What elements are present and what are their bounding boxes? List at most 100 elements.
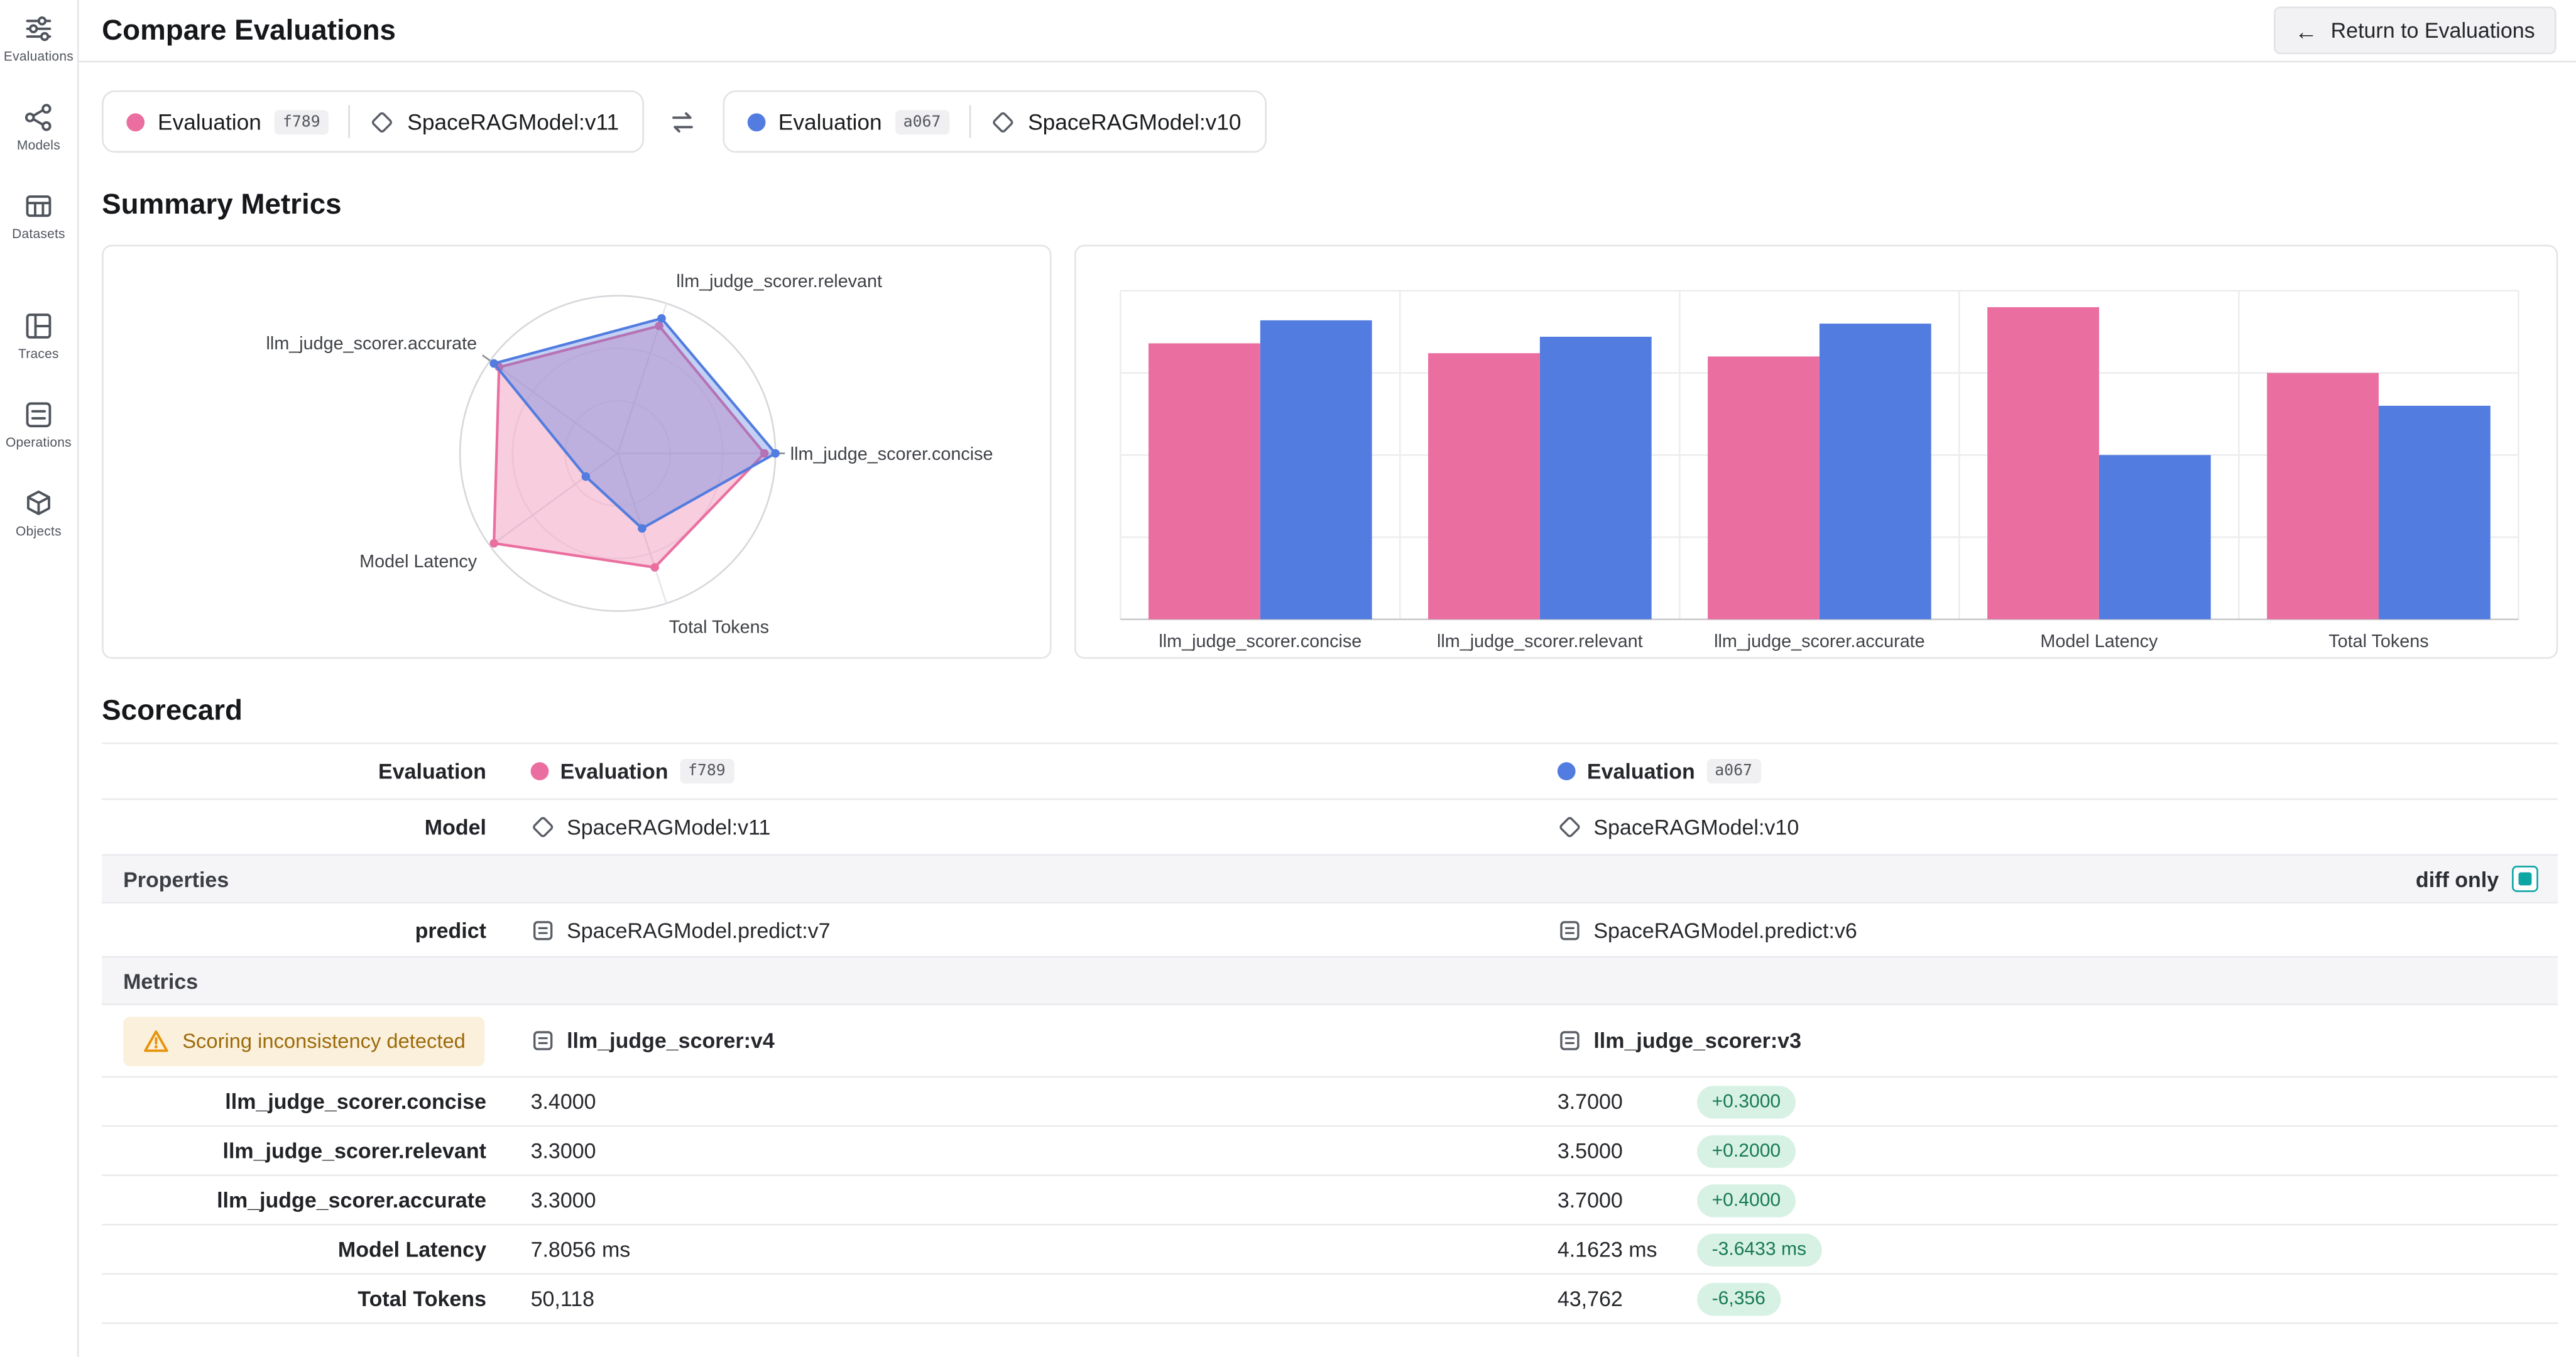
radar-point — [655, 321, 663, 330]
back-arrow-icon: ← — [2295, 17, 2318, 44]
bar-category-label: llm_judge_scorer.relevant — [1437, 631, 1643, 651]
metric-name: llm_judge_scorer.accurate — [217, 1187, 486, 1213]
scorer-ref-label[interactable]: llm_judge_scorer:v4 — [567, 1028, 775, 1054]
radar-point — [760, 449, 769, 458]
metric-value-challenger: 3.5000 — [1557, 1138, 1623, 1164]
scorecard-heading: Scorecard — [102, 693, 243, 726]
bar — [2098, 455, 2211, 619]
model-icon — [369, 109, 394, 134]
radar-axis-label: Total Tokens — [669, 617, 769, 637]
evaluation-color-dot — [126, 112, 145, 131]
metric-delta-badge: +0.4000 — [1697, 1183, 1796, 1217]
operations-icon — [23, 399, 55, 430]
evaluation-chip-baseline[interactable]: Evaluation f789 SpaceRAGModel:v11 — [102, 90, 644, 153]
scoring-warning-pill: Scoring inconsistency detected — [123, 1016, 486, 1065]
radar-point — [771, 449, 780, 458]
evaluation-name: Evaluation — [1586, 759, 1695, 784]
diff-only-control: diff only — [2415, 865, 2538, 892]
metric-delta-badge: +0.3000 — [1697, 1085, 1796, 1118]
metric-name: Total Tokens — [357, 1286, 486, 1311]
evaluation-color-dot — [747, 112, 765, 131]
radar-chart-panel: llm_judge_scorer.relevant llm_judge_score… — [102, 244, 1052, 659]
sidebar-item-objects[interactable]: Objects — [0, 488, 78, 539]
properties-label: Properties — [123, 866, 229, 891]
metric-name: llm_judge_scorer.relevant — [222, 1138, 486, 1164]
bar-category-label: Model Latency — [2040, 631, 2158, 651]
model-icon — [531, 815, 555, 839]
models-icon — [23, 102, 55, 133]
summary-metrics-heading: Summary Metrics — [102, 187, 342, 221]
evaluation-id-badge: a067 — [895, 109, 949, 134]
properties-section-header: Properties diff only — [102, 856, 2558, 904]
sidebar-item-traces[interactable]: Traces — [0, 310, 78, 361]
evaluation-name: Evaluation — [560, 759, 669, 784]
sidebar-item-label: Traces — [18, 346, 59, 362]
main-content: Compare Evaluations ← Return to Evaluati… — [79, 0, 2576, 1357]
scoring-warning-text: Scoring inconsistency detected — [182, 1029, 466, 1052]
radar-axis-label: llm_judge_scorer.relevant — [676, 271, 882, 292]
metrics-section-header: Metrics — [102, 957, 2558, 1006]
row-label: predict — [415, 917, 486, 942]
evaluation-id-badge: a067 — [1706, 759, 1761, 784]
radar-series — [493, 324, 767, 569]
evaluation-color-dot — [1557, 762, 1576, 781]
radar-point — [657, 314, 666, 323]
page-header: Compare Evaluations ← Return to Evaluati… — [79, 0, 2576, 63]
op-ref-label[interactable]: SpaceRAGModel.predict:v6 — [1593, 917, 1857, 942]
radar-point — [581, 472, 591, 481]
radar-axis-label: llm_judge_scorer.accurate — [266, 334, 478, 354]
diff-only-checkbox[interactable] — [2512, 865, 2538, 892]
evaluation-chip-challenger[interactable]: Evaluation a067 SpaceRAGModel:v10 — [722, 90, 1266, 153]
chip-divider — [348, 105, 350, 138]
row-label: Model — [424, 814, 486, 840]
scorecard-table: Evaluation Evaluation f789 Evaluation a0… — [102, 742, 2558, 1324]
diff-only-label: diff only — [2415, 866, 2499, 891]
evaluation-name: Evaluation — [778, 109, 882, 134]
return-button-label: Return to Evaluations — [2330, 18, 2535, 43]
op-icon — [1558, 1028, 1582, 1053]
row-label: Evaluation — [378, 759, 486, 784]
radar-point — [650, 563, 659, 572]
op-ref-label[interactable]: SpaceRAGModel.predict:v7 — [567, 917, 831, 942]
datasets-icon — [23, 190, 55, 222]
sidebar-item-datasets[interactable]: Datasets — [0, 190, 78, 241]
metric-value-baseline: 7.8056 ms — [530, 1236, 631, 1262]
model-icon — [1558, 815, 1582, 839]
model-ref-label: SpaceRAGModel:v10 — [1028, 109, 1242, 134]
sidebar-item-evaluations[interactable]: Evaluations — [0, 13, 78, 64]
scorecard-row-scorer: Scoring inconsistency detected llm_judge… — [102, 1005, 2558, 1078]
sidebar-item-label: Evaluations — [3, 49, 74, 64]
sidebar-item-operations[interactable]: Operations — [0, 399, 78, 450]
evaluations-icon — [23, 13, 55, 45]
sidebar-item-models[interactable]: Models — [0, 102, 78, 153]
sidebar: Evaluations Models Datasets — [0, 0, 79, 1357]
warning-icon — [144, 1029, 168, 1052]
radar-axis-label: Model Latency — [359, 552, 478, 572]
metric-delta-badge: -6,356 — [1697, 1282, 1781, 1316]
metric-value-challenger: 43,762 — [1557, 1286, 1623, 1311]
bar — [1260, 320, 1372, 619]
chip-divider — [968, 105, 971, 138]
op-icon — [531, 1028, 555, 1053]
bar-category-label: llm_judge_scorer.concise — [1159, 631, 1362, 651]
bar — [1428, 353, 1540, 619]
evaluation-color-dot — [530, 762, 549, 781]
model-ref-label[interactable]: SpaceRAGModel:v10 — [1593, 814, 1799, 840]
sidebar-item-label: Datasets — [12, 226, 65, 242]
return-to-evaluations-button[interactable]: ← Return to Evaluations — [2273, 6, 2557, 55]
evaluation-id-badge: f789 — [274, 109, 329, 134]
sidebar-item-label: Operations — [5, 435, 72, 450]
metric-delta-badge: +0.2000 — [1697, 1134, 1796, 1167]
swap-evaluations-button[interactable] — [665, 104, 701, 140]
radar-point — [638, 524, 647, 533]
scorer-ref-label[interactable]: llm_judge_scorer:v3 — [1593, 1028, 1802, 1054]
scorecard-metric-row: Model Latency 7.8056 ms 4.1623 ms -3.643… — [102, 1225, 2558, 1275]
model-ref-label[interactable]: SpaceRAGModel:v11 — [567, 814, 771, 840]
scorecard-metric-row: llm_judge_scorer.accurate 3.3000 3.7000 … — [102, 1176, 2558, 1226]
scorer-warning-cell: Scoring inconsistency detected — [102, 1016, 509, 1065]
metric-name: llm_judge_scorer.concise — [225, 1089, 486, 1114]
evaluation-name: Evaluation — [158, 109, 261, 134]
objects-icon — [23, 488, 55, 520]
metric-value-baseline: 3.3000 — [530, 1187, 596, 1213]
scorecard-metric-row: llm_judge_scorer.relevant 3.3000 3.5000 … — [102, 1126, 2558, 1177]
